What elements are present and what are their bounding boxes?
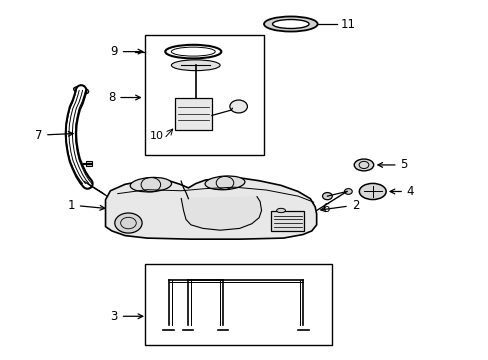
Ellipse shape	[359, 183, 386, 199]
Text: 10: 10	[149, 131, 163, 140]
PathPatch shape	[105, 178, 316, 239]
Circle shape	[344, 189, 351, 194]
Text: 3: 3	[110, 310, 142, 323]
Text: 5: 5	[377, 158, 407, 171]
Text: 1: 1	[67, 199, 104, 212]
Bar	[144, 264, 331, 345]
Text: 7: 7	[35, 129, 73, 142]
Circle shape	[115, 213, 142, 233]
Text: 2: 2	[320, 199, 359, 212]
Circle shape	[229, 100, 247, 113]
Bar	[86, 161, 92, 166]
Ellipse shape	[353, 159, 373, 171]
Ellipse shape	[264, 17, 317, 32]
Ellipse shape	[171, 60, 220, 71]
Ellipse shape	[276, 208, 285, 213]
Text: 11: 11	[340, 18, 355, 31]
Bar	[144, 35, 264, 155]
PathPatch shape	[181, 196, 261, 230]
Ellipse shape	[204, 176, 244, 190]
Text: 4: 4	[389, 185, 413, 198]
Ellipse shape	[74, 87, 88, 94]
Text: 9: 9	[110, 45, 142, 58]
Text: 6: 6	[322, 202, 329, 215]
Ellipse shape	[130, 177, 171, 192]
Bar	[271, 211, 304, 231]
Circle shape	[322, 193, 331, 200]
Ellipse shape	[272, 19, 308, 28]
Ellipse shape	[193, 209, 212, 219]
Bar	[175, 98, 211, 130]
Text: 8: 8	[108, 91, 140, 104]
